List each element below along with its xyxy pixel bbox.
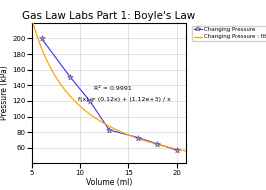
Point <box>136 136 140 139</box>
Point <box>39 37 44 40</box>
Point <box>107 128 111 131</box>
X-axis label: Volume (ml): Volume (ml) <box>86 178 132 187</box>
Point <box>88 99 92 102</box>
Title: Gas Law Labs Part 1: Boyle's Law: Gas Law Labs Part 1: Boyle's Law <box>22 11 196 21</box>
Legend: Changing Pressure, Changing Pressure : fit: Changing Pressure, Changing Pressure : f… <box>192 26 266 41</box>
Text: R² = 0.9991: R² = 0.9991 <box>94 86 131 91</box>
Y-axis label: Pressure (kPa): Pressure (kPa) <box>0 66 9 120</box>
Text: f(x) = (0.12x) + (1.12e+3) / x: f(x) = (0.12x) + (1.12e+3) / x <box>78 97 171 102</box>
Point <box>155 142 159 145</box>
Point <box>174 149 179 152</box>
Point <box>68 76 73 79</box>
